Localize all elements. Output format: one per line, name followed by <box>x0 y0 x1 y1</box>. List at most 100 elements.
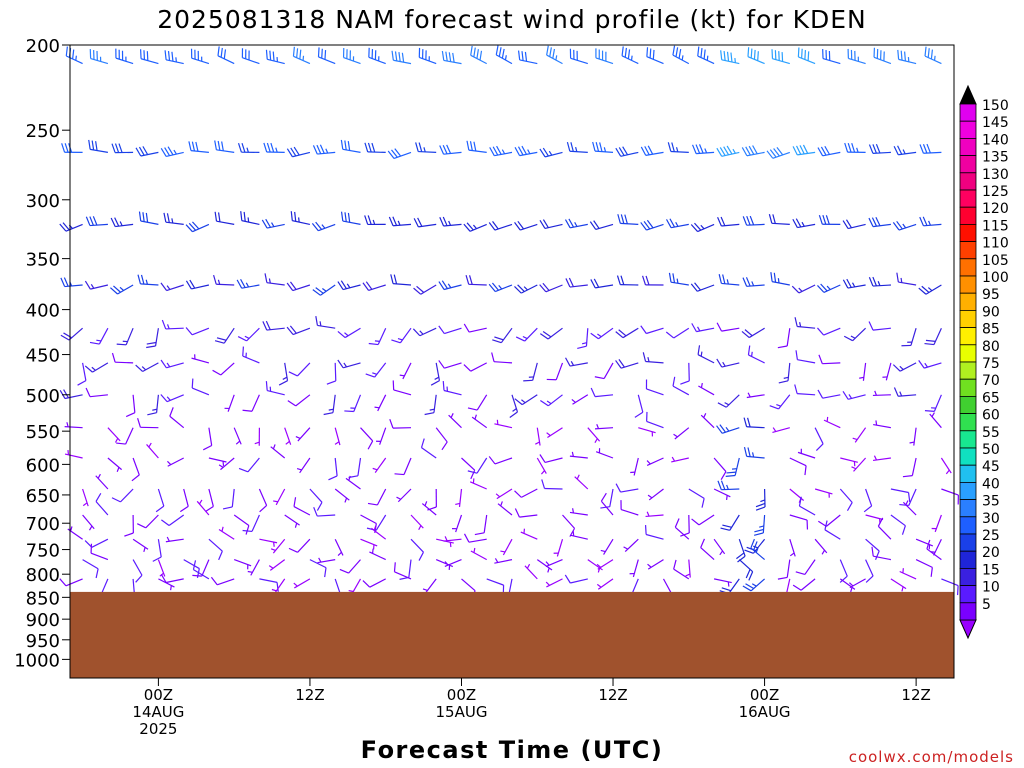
wind-barb <box>337 359 361 369</box>
wind-barb <box>84 538 109 548</box>
wind-barb <box>523 362 538 382</box>
wind-barb <box>424 394 437 416</box>
wind-barb <box>742 215 765 226</box>
wind-barb <box>594 424 614 430</box>
wind-barb <box>691 323 715 333</box>
wind-barb <box>792 144 816 156</box>
wind-barb <box>438 325 462 335</box>
wind-barb <box>208 538 223 561</box>
wind-barb <box>247 559 260 576</box>
wind-barb <box>851 457 867 472</box>
wind-barb <box>90 543 109 561</box>
wind-barb <box>448 413 462 429</box>
x-tick-label: 15AUG <box>436 703 488 721</box>
wind-barb <box>317 557 336 564</box>
wind-barb <box>323 394 336 416</box>
wind-barb <box>697 345 715 364</box>
wind-barb <box>471 414 488 429</box>
wind-barb <box>615 327 639 339</box>
wind-barb <box>843 327 867 342</box>
wind-barb <box>539 219 563 230</box>
wind-barb <box>84 362 109 373</box>
wind-barb <box>421 501 437 516</box>
wind-barb <box>865 559 874 583</box>
wind-barb <box>717 480 740 491</box>
wind-barb <box>164 50 184 65</box>
credit-link[interactable]: coolwx.com/models <box>849 748 1014 766</box>
wind-barb <box>565 357 588 367</box>
wind-barb <box>360 427 374 450</box>
wind-barb <box>292 46 311 65</box>
wind-barb <box>461 457 476 480</box>
wind-barb <box>646 411 664 429</box>
wind-barb <box>286 325 311 336</box>
wind-barb <box>146 328 159 349</box>
wind-barb <box>717 394 740 408</box>
wind-barb <box>868 143 891 154</box>
x-tick-label: 16AUG <box>739 703 791 721</box>
wind-barb <box>623 538 639 552</box>
wind-barb <box>873 47 892 65</box>
wind-barb <box>713 488 731 501</box>
wind-barb <box>240 211 260 225</box>
wind-barb <box>389 419 412 429</box>
wind-barb <box>569 451 588 459</box>
wind-barb <box>595 448 614 459</box>
wind-barb <box>82 488 89 507</box>
wind-barb <box>286 281 311 292</box>
wind-barb <box>369 548 386 561</box>
wind-barb <box>185 279 210 290</box>
colorbar-label: 30 <box>982 511 1000 527</box>
wind-barb <box>863 488 873 513</box>
wind-barb <box>766 146 790 159</box>
colorbar-swatch <box>959 533 977 552</box>
wind-barb <box>160 359 184 369</box>
wind-barb <box>214 140 235 153</box>
wind-barb <box>566 141 588 153</box>
wind-barb <box>399 362 412 380</box>
wind-barb <box>315 315 336 329</box>
wind-barb <box>915 559 933 577</box>
wind-barb <box>488 456 513 465</box>
y-tick-label: 850 <box>26 588 60 609</box>
wind-barb <box>344 394 362 413</box>
wind-barb <box>700 413 715 429</box>
colorbar-swatch <box>959 413 977 432</box>
wind-barb <box>672 45 690 65</box>
wind-barb <box>146 442 159 459</box>
wind-barb <box>824 520 841 540</box>
wind-barb <box>137 418 159 429</box>
wind-barb <box>514 394 538 406</box>
colorbar-swatch <box>959 602 977 621</box>
wind-barb <box>196 499 210 516</box>
wind-barb <box>391 50 412 65</box>
wind-barb <box>210 576 235 586</box>
colorbar-label: 120 <box>982 201 1009 217</box>
wind-barb <box>680 362 690 385</box>
wind-barb <box>621 46 639 65</box>
wind-barb <box>435 559 454 570</box>
wind-barb <box>747 47 765 65</box>
wind-barb <box>926 539 942 561</box>
wind-barb <box>455 488 463 507</box>
y-tick-label: 200 <box>26 36 60 57</box>
wind-barb <box>265 381 285 396</box>
wind-barb <box>574 474 589 490</box>
wind-barb <box>413 284 437 295</box>
y-tick-label: 300 <box>26 191 60 212</box>
wind-barb <box>442 380 462 396</box>
wind-barb <box>642 352 664 364</box>
wind-barb <box>680 514 690 537</box>
colorbar-swatch <box>959 155 977 174</box>
wind-barb <box>647 488 664 501</box>
wind-barb <box>842 391 866 400</box>
wind-barb <box>640 219 664 231</box>
wind-barb <box>467 394 488 411</box>
y-tick-label: 400 <box>26 301 60 322</box>
wind-barb <box>789 457 807 476</box>
wind-barb <box>368 327 387 346</box>
wind-barb <box>89 49 109 65</box>
wind-barb <box>309 488 323 511</box>
wind-barb <box>931 514 942 533</box>
colorbar-label: 110 <box>982 236 1009 252</box>
